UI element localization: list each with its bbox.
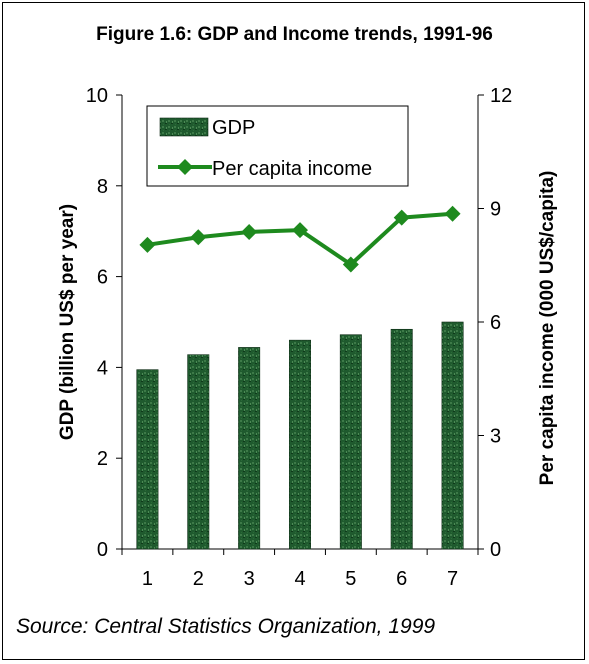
gdp-bar <box>441 321 464 550</box>
per-capita-income-point <box>190 229 207 246</box>
x-tick-label: 2 <box>193 568 204 590</box>
y-axis-title-left: GDP (billion US$ per year) <box>57 204 78 440</box>
chart-title: Figure 1.6: GDP and Income trends, 1991-… <box>96 24 493 45</box>
y2-tick-label-right: 6 <box>490 312 501 334</box>
gdp-bar <box>136 369 159 550</box>
y-tick-label-left: 10 <box>86 85 108 107</box>
x-tick-label: 3 <box>244 568 255 590</box>
x-tick-label: 4 <box>294 568 305 590</box>
y-axis-title-right: Per capita income (000 US$/capita) <box>537 171 558 486</box>
x-tick-label: 6 <box>396 568 407 590</box>
gdp-bar <box>289 339 311 550</box>
y2-tick-label-right: 0 <box>490 539 501 561</box>
gdp-bar <box>187 354 210 550</box>
y-tick-label-left: 4 <box>97 357 108 379</box>
source-note: Source: Central Statistics Organization,… <box>16 615 436 638</box>
legend-label-income: Per capita income <box>212 158 372 180</box>
per-capita-income-point <box>444 205 461 222</box>
y-tick-label-left: 2 <box>97 448 108 470</box>
y2-tick-label-right: 12 <box>490 85 512 107</box>
x-tick-label: 7 <box>447 568 458 590</box>
x-tick-label: 5 <box>345 568 356 590</box>
y-tick-label-left: 0 <box>97 539 108 561</box>
legend-label-gdp: GDP <box>212 117 255 139</box>
per-capita-income-point <box>292 222 308 239</box>
per-capita-income-point <box>241 223 258 240</box>
y2-tick-label-right: 3 <box>490 426 501 448</box>
y-tick-label-left: 8 <box>97 176 108 198</box>
y2-tick-label-right: 9 <box>490 199 501 221</box>
gdp-bar <box>339 334 362 550</box>
x-tick-label: 1 <box>142 568 153 590</box>
legend-swatch-gdp <box>159 117 209 137</box>
gdp-bar <box>390 328 413 550</box>
per-capita-income-point <box>342 256 359 273</box>
y-tick-label-left: 6 <box>97 267 108 289</box>
gdp-bar <box>238 347 261 550</box>
per-capita-income-point <box>393 209 410 226</box>
per-capita-income-point <box>139 236 156 253</box>
legend-swatch-income-marker <box>177 159 193 175</box>
